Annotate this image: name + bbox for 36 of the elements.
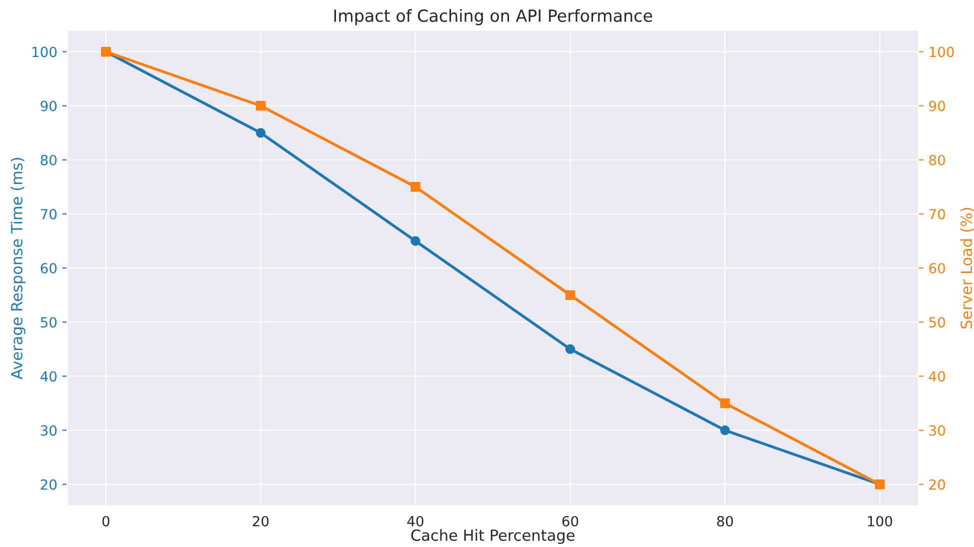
y-tick-label: 50: [40, 317, 57, 328]
y-tick-label: 20: [40, 479, 57, 490]
y-axis-title: Average Response Time (ms): [10, 158, 26, 380]
point: [410, 182, 420, 192]
x-tick-label: 20: [252, 516, 269, 526]
y2-tick-label: 70: [929, 208, 945, 220]
y2-tick-label: 80: [929, 154, 945, 166]
y2-tick-label: 60: [929, 263, 945, 274]
x-tick-label: 80: [717, 516, 733, 526]
y2-tick-label: 50: [929, 317, 945, 328]
y-tick-label: 80: [40, 154, 57, 166]
point: [565, 290, 576, 300]
y-tick-label: 40: [40, 371, 57, 382]
y2-axis-title: Server Load (%): [960, 208, 974, 328]
y2-tick-label: 100: [930, 46, 954, 58]
x-tick-label: 0: [102, 516, 110, 526]
y-tick-label: 60: [40, 263, 57, 274]
x-tick-label: 40: [407, 516, 424, 526]
point: [256, 100, 266, 111]
point: [565, 344, 576, 354]
x-tick-label: 60: [562, 516, 578, 526]
x-tick-label: 100: [868, 516, 892, 526]
y-tick-label: 70: [40, 208, 57, 220]
point: [720, 425, 730, 436]
point: [256, 128, 266, 138]
y-tick-label: 90: [40, 100, 57, 112]
y-tick-label: 30: [40, 425, 57, 436]
y2-tick-label: 40: [928, 371, 945, 382]
x-axis-title: Cache Hit Percentage: [411, 529, 574, 544]
chart-title: Impact of Caching on API Performance: [334, 9, 652, 26]
point: [410, 236, 420, 246]
y2-tick-label: 20: [929, 479, 945, 490]
y2-tick-label: 30: [929, 425, 945, 436]
y2-tick-label: 90: [929, 100, 945, 112]
y-tick-label: 100: [32, 46, 57, 58]
point: [720, 398, 730, 408]
